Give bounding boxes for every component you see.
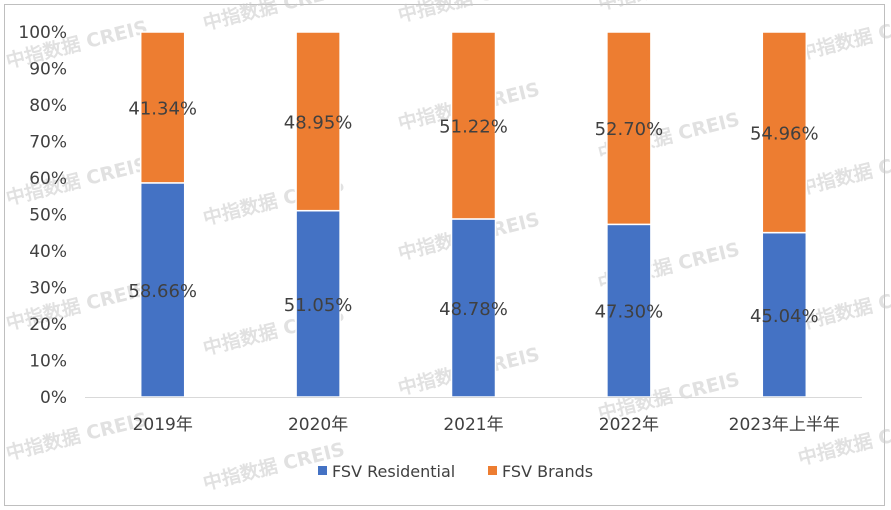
data-label: 45.04% bbox=[750, 306, 819, 327]
y-tick-label: 10% bbox=[29, 352, 67, 372]
y-tick-label: 80% bbox=[29, 96, 67, 116]
watermark-text: 中指数据 CREIS bbox=[596, 0, 742, 15]
bar-fsv-residential bbox=[139, 182, 186, 398]
bar-fsv-brands bbox=[450, 31, 497, 220]
data-label: 52.70% bbox=[595, 119, 664, 140]
y-axis: 0% 10% 20% 30% 40% 50% 60% 70% 80% 90% 100% bbox=[18, 23, 67, 408]
y-tick-label: 70% bbox=[29, 133, 67, 153]
legend-label: FSV Residential bbox=[332, 462, 455, 481]
data-label: 51.22% bbox=[439, 116, 508, 137]
data-label: 48.78% bbox=[439, 299, 508, 320]
data-label: 51.05% bbox=[284, 295, 353, 316]
watermark-text: 中指数据 CREIS bbox=[4, 407, 150, 464]
bar-fsv-residential bbox=[450, 218, 497, 398]
x-category-label: 2020年 bbox=[288, 415, 348, 435]
legend-swatch-fsv-brands bbox=[488, 466, 497, 475]
watermark-text: 中指数据 CREIS bbox=[396, 0, 542, 27]
y-tick-label: 40% bbox=[29, 242, 67, 262]
data-label: 58.66% bbox=[128, 281, 197, 302]
bar-fsv-brands bbox=[139, 31, 186, 184]
y-tick-label: 20% bbox=[29, 315, 67, 335]
legend: FSV Residential FSV Brands bbox=[318, 462, 593, 481]
x-category-label: 2022年 bbox=[599, 415, 659, 435]
bar-fsv-brands bbox=[761, 31, 808, 234]
watermark-text: 中指数据 CREIS bbox=[201, 0, 347, 35]
bar-fsv-brands bbox=[606, 31, 652, 226]
data-label: 41.34% bbox=[128, 98, 197, 119]
bar-fsv-residential bbox=[295, 209, 341, 398]
legend-swatch-fsv-residential bbox=[318, 466, 327, 475]
watermark-text: 中指数据 CREIS bbox=[4, 152, 150, 209]
data-label: 54.96% bbox=[750, 123, 819, 144]
watermark-text: 中指数据 CREIS bbox=[796, 142, 891, 199]
data-label: 47.30% bbox=[595, 302, 664, 323]
y-tick-label: 0% bbox=[40, 388, 67, 408]
x-category-label: 2021年 bbox=[443, 415, 503, 435]
bars-layer: 58.66% 41.34% 51.05% 48.95% 48.78% 51.22% 47.3… bbox=[128, 31, 819, 398]
x-category-label: 2019年 bbox=[133, 415, 193, 435]
y-tick-label: 30% bbox=[29, 279, 67, 299]
bar-fsv-brands bbox=[295, 31, 341, 212]
y-tick-label: 90% bbox=[29, 60, 67, 80]
x-category-label: 2023年上半年 bbox=[729, 415, 840, 435]
watermark-text: 中指数据 CREIS bbox=[796, 7, 891, 64]
y-tick-label: 50% bbox=[29, 206, 67, 226]
legend-label: FSV Brands bbox=[502, 462, 593, 481]
y-tick-label: 100% bbox=[18, 23, 67, 43]
x-axis: 2019年 2020年 2021年 2022年 2023年上半年 bbox=[85, 397, 862, 435]
data-label: 48.95% bbox=[284, 112, 353, 133]
y-tick-label: 60% bbox=[29, 169, 67, 189]
